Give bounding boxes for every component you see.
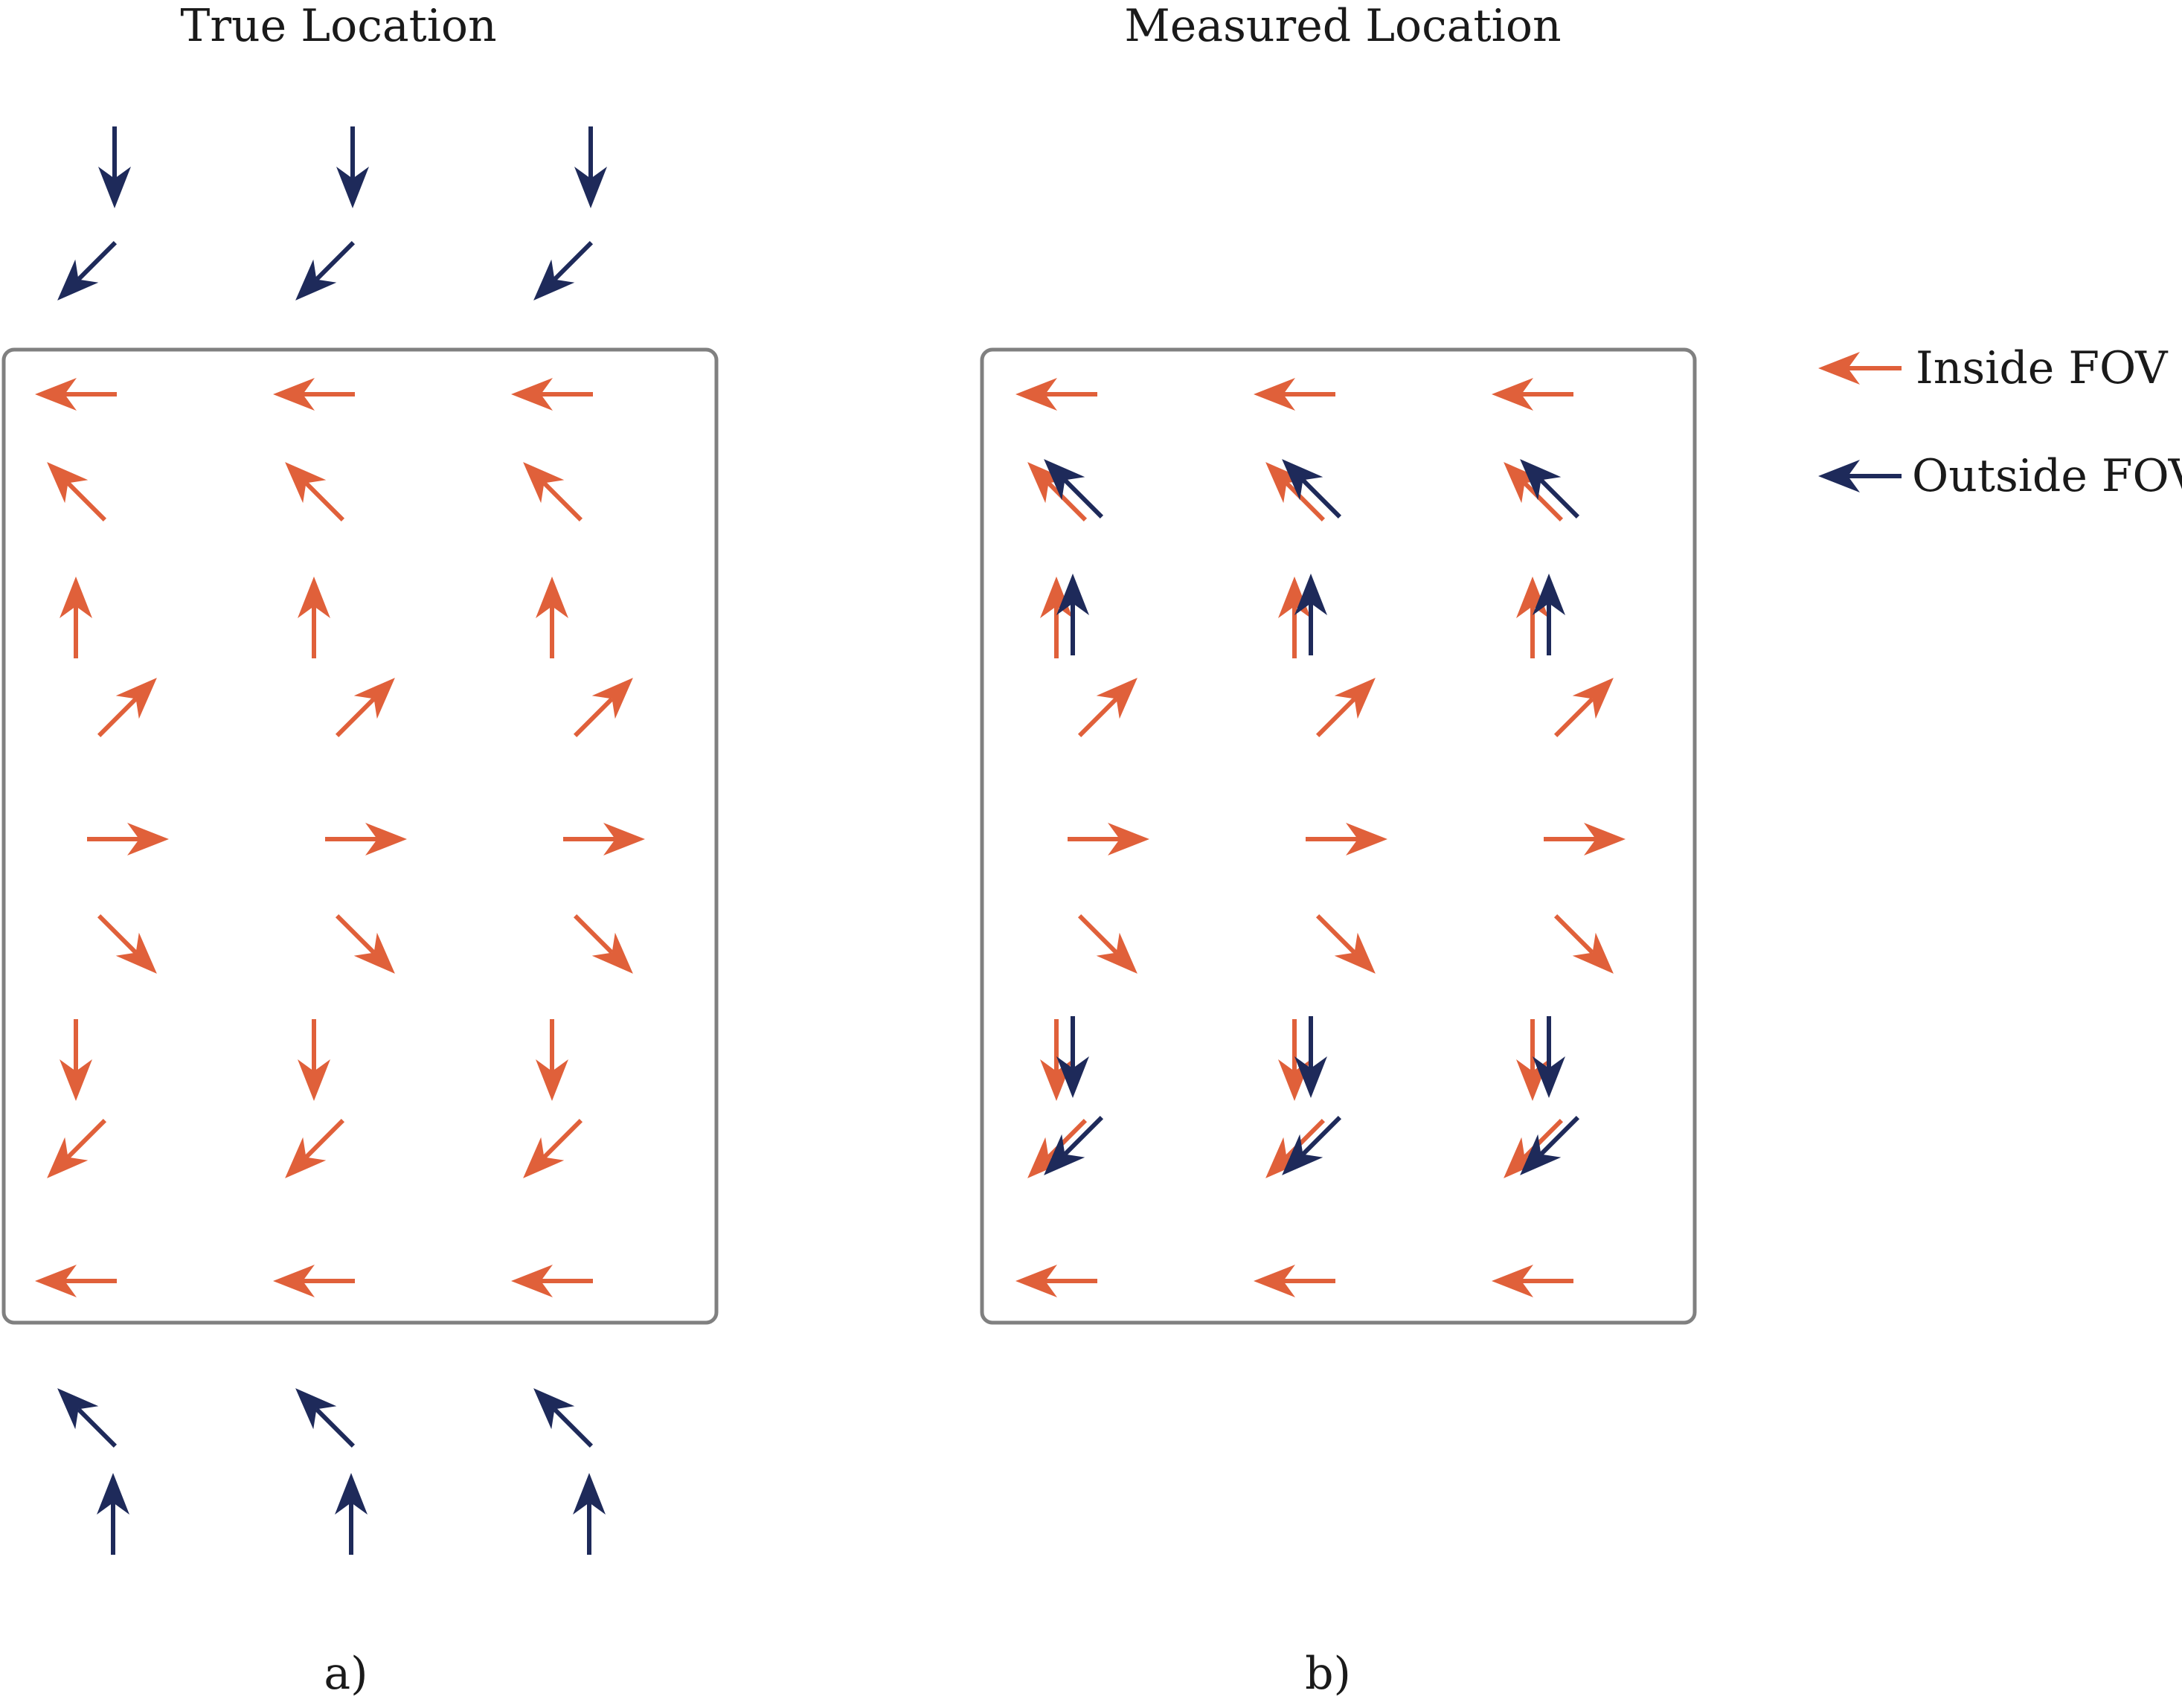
inside-fov-arrow (536, 577, 568, 658)
legend-inside-label: Inside FOV (1916, 342, 2169, 394)
outside-fov-arrow (1533, 1016, 1565, 1098)
inside-fov-arrow (47, 462, 107, 522)
inside-fov-arrow (325, 823, 407, 855)
outside-fov-arrow (1533, 574, 1565, 655)
inside-fov-arrow (563, 823, 645, 855)
inside-fov-arrow (1027, 462, 1088, 522)
inside-fov-arrow (285, 462, 345, 522)
outside-fov-arrow (1282, 459, 1342, 519)
outside-fov-arrow (533, 240, 594, 301)
inside-fov-arrow (285, 1118, 345, 1178)
inside-fov-arrow (335, 678, 395, 738)
outside-fov-arrow (1294, 574, 1327, 655)
outside-fov-arrow (57, 1388, 118, 1448)
inside-fov-arrow (1040, 1019, 1073, 1101)
inside-fov-arrow (97, 678, 157, 738)
inside-fov-arrow (1077, 914, 1137, 974)
outside-fov-arrow (1520, 459, 1580, 519)
legend-inside-arrow (1818, 352, 1902, 385)
panel-b-caption: b) (1305, 1648, 1351, 1700)
inside-fov-arrow (60, 577, 92, 658)
inside-fov-arrow (1516, 1019, 1549, 1101)
inside-fov-arrow (273, 1265, 355, 1297)
panel-a-arrow-field (35, 126, 645, 1555)
outside-fov-arrow (1044, 459, 1104, 519)
outside-fov-arrow (295, 1388, 356, 1448)
panel-a-caption: a) (324, 1648, 368, 1700)
outside-fov-arrow (574, 126, 607, 208)
inside-fov-arrow (1553, 914, 1614, 974)
inside-fov-arrow (1015, 1265, 1097, 1297)
outside-fov-arrow (533, 1388, 594, 1448)
inside-fov-arrow (1254, 1265, 1335, 1297)
inside-fov-arrow (573, 678, 633, 738)
outside-fov-arrow (97, 1473, 129, 1555)
inside-fov-arrow (1492, 378, 1573, 411)
legend-outside-label: Outside FOV (1912, 450, 2182, 502)
inside-fov-arrow (1504, 462, 1564, 522)
inside-fov-arrow (1553, 678, 1614, 738)
inside-fov-arrow (298, 1019, 330, 1101)
outside-fov-arrow (295, 240, 356, 301)
inside-fov-arrow (1492, 1265, 1573, 1297)
outside-fov-arrow (1056, 574, 1089, 655)
panel-b-arrow-field (1015, 378, 1626, 1297)
inside-fov-arrow (511, 1265, 593, 1297)
legend-outside-arrow (1818, 460, 1902, 492)
inside-fov-arrow (1068, 823, 1149, 855)
outside-fov-arrow (1282, 1115, 1342, 1175)
outside-fov-arrow (57, 240, 118, 301)
legend-arrows (1818, 352, 1902, 492)
outside-fov-arrow (1520, 1115, 1580, 1175)
inside-fov-arrow (273, 378, 355, 411)
inside-fov-arrow (1315, 914, 1376, 974)
inside-fov-arrow (60, 1019, 92, 1101)
inside-fov-arrow (1544, 823, 1626, 855)
inside-fov-arrow (47, 1118, 107, 1178)
panel-a-fov-frame (1, 347, 719, 1325)
inside-fov-arrow (1015, 378, 1097, 411)
inside-fov-arrow (1077, 678, 1137, 738)
inside-fov-arrow (1265, 462, 1326, 522)
outside-fov-arrow (573, 1473, 606, 1555)
inside-fov-arrow (35, 1265, 117, 1297)
inside-fov-arrow (1278, 1019, 1311, 1101)
inside-fov-arrow (1306, 823, 1387, 855)
outside-fov-arrow (335, 1473, 368, 1555)
outside-fov-arrow (1056, 1016, 1089, 1098)
inside-fov-arrow (1315, 678, 1376, 738)
inside-fov-arrow (1254, 378, 1335, 411)
outside-fov-arrow (336, 126, 369, 208)
outside-fov-arrow (98, 126, 131, 208)
inside-fov-arrow (523, 1118, 583, 1178)
panel-b-title: Measured Location (1124, 0, 1561, 52)
inside-fov-arrow (536, 1019, 568, 1101)
inside-fov-arrow (87, 823, 169, 855)
inside-fov-arrow (573, 914, 633, 974)
inside-fov-arrow (97, 914, 157, 974)
outside-fov-arrow (1294, 1016, 1327, 1098)
inside-fov-arrow (298, 577, 330, 658)
panel-a-title: True Location (180, 0, 496, 52)
panel-b-fov-frame (980, 347, 1697, 1325)
inside-fov-arrow (35, 378, 117, 411)
outside-fov-arrow (1044, 1115, 1104, 1175)
inside-fov-arrow (335, 914, 395, 974)
inside-fov-arrow (523, 462, 583, 522)
inside-fov-arrow (511, 378, 593, 411)
